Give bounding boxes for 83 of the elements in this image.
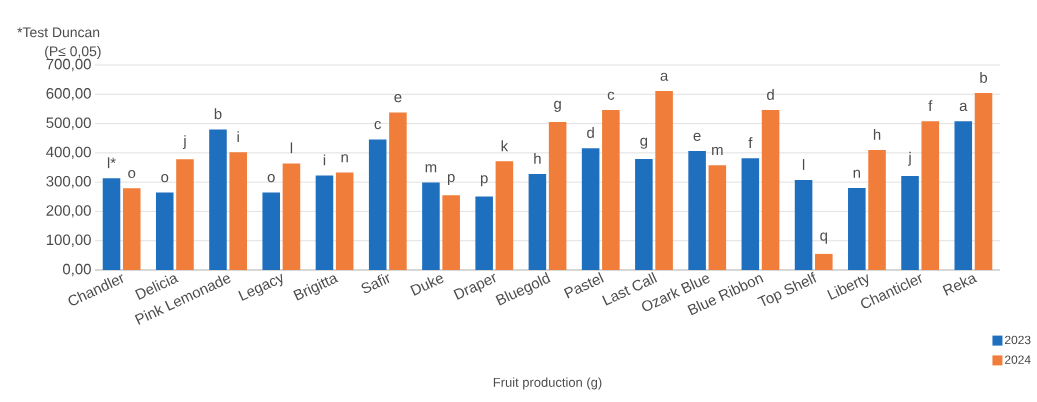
bar xyxy=(921,121,940,270)
data-label: c xyxy=(607,91,615,100)
data-label: b xyxy=(980,71,988,83)
data-label: p xyxy=(480,175,488,187)
bar xyxy=(315,175,334,270)
bar xyxy=(442,195,460,270)
data-label: l xyxy=(802,159,805,170)
bar xyxy=(901,176,919,270)
bar xyxy=(229,152,247,270)
data-label: n xyxy=(853,169,860,178)
bar xyxy=(954,121,973,270)
x-axis-title: Fruit production (g) xyxy=(493,377,602,390)
data-label: g xyxy=(640,137,648,149)
bar xyxy=(741,158,760,270)
data-label: l* xyxy=(107,157,116,169)
bar xyxy=(602,110,620,270)
data-label: c xyxy=(374,121,382,130)
legend-label: 2023 xyxy=(1005,335,1031,345)
bar xyxy=(548,122,567,270)
data-label: o xyxy=(128,169,136,179)
bar xyxy=(528,173,547,270)
x-tick-label: Reka xyxy=(942,275,978,296)
data-label: d xyxy=(767,88,774,100)
data-label: g xyxy=(554,100,561,112)
data-label: o xyxy=(267,174,275,183)
bar xyxy=(282,163,301,270)
bar xyxy=(155,192,174,270)
data-label: e xyxy=(693,132,701,141)
bar xyxy=(335,172,354,270)
y-tick-label: 400,00 xyxy=(46,146,91,160)
data-label: j xyxy=(908,151,911,166)
data-label: m xyxy=(425,164,437,173)
data-label: k xyxy=(501,140,509,152)
bar xyxy=(815,253,833,270)
data-label: q xyxy=(820,232,828,244)
bar xyxy=(581,148,600,270)
data-label: p xyxy=(447,174,455,186)
x-tick-label: Duke xyxy=(410,275,444,296)
bar xyxy=(794,180,813,270)
y-tick-label: 200,00 xyxy=(46,205,91,218)
data-label: h xyxy=(873,128,881,140)
bar xyxy=(209,129,227,270)
y-tick-label: 700,00 xyxy=(46,58,91,72)
x-tick-label: Safir xyxy=(361,274,390,294)
data-label: a xyxy=(660,72,669,81)
text: *Test Duncan xyxy=(17,27,100,38)
data-label: l xyxy=(290,142,293,154)
data-label: o xyxy=(161,174,169,183)
y-tick-label: 600,00 xyxy=(46,88,91,101)
data-label: b xyxy=(214,108,222,120)
data-label: e xyxy=(394,94,402,103)
data-label: f xyxy=(928,100,933,112)
bar xyxy=(122,188,141,270)
bar xyxy=(389,112,407,270)
data-label: i xyxy=(237,131,239,143)
bar xyxy=(176,159,194,270)
y-tick-label: 300,00 xyxy=(46,175,91,189)
data-label: a xyxy=(959,102,968,112)
bar xyxy=(422,182,440,270)
y-tick-label: 500,00 xyxy=(46,117,91,130)
bar xyxy=(688,151,706,270)
data-label: j xyxy=(182,135,186,150)
bar xyxy=(708,165,727,270)
bar xyxy=(655,91,673,270)
data-label: f xyxy=(748,137,753,148)
bar xyxy=(368,139,387,270)
data-label: d xyxy=(587,127,594,138)
bar xyxy=(495,161,514,270)
legend-label: 2024 xyxy=(1005,355,1031,364)
text: (P≤ 0,05) xyxy=(45,45,101,59)
y-tick-label: 100,00 xyxy=(46,234,91,247)
data-label: i xyxy=(323,154,326,166)
data-label: h xyxy=(534,152,541,164)
bar xyxy=(102,178,121,270)
bar xyxy=(262,192,280,270)
bar xyxy=(848,188,866,270)
bar xyxy=(974,93,993,270)
data-label: n xyxy=(341,154,348,163)
bar xyxy=(761,110,780,270)
bar xyxy=(635,159,653,270)
data-label: m xyxy=(712,146,723,155)
bar xyxy=(868,149,886,270)
bar xyxy=(475,196,493,270)
